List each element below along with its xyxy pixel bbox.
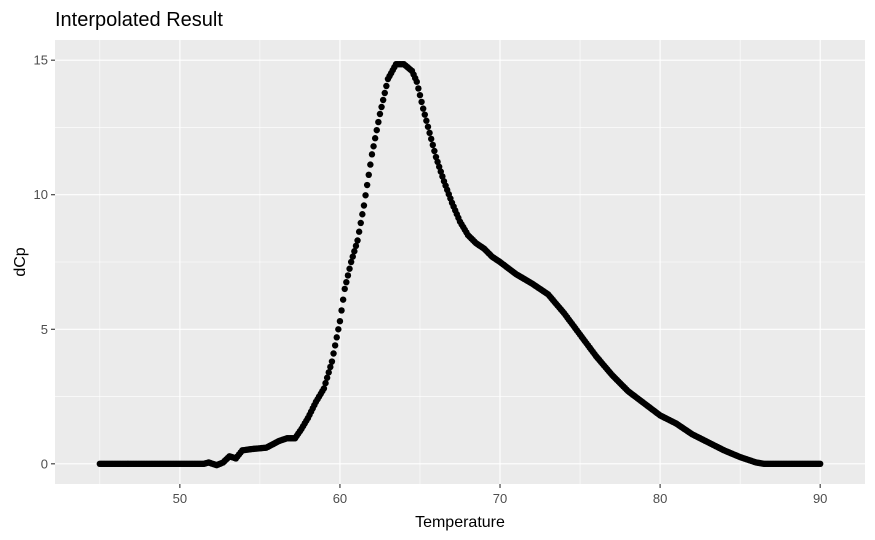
chart-title: Interpolated Result [55,9,223,31]
data-point [352,242,360,250]
data-point [320,385,328,392]
data-point [381,89,388,97]
y-tick-label: 0 [41,456,48,471]
data-point [418,98,425,106]
data-point [322,379,329,387]
data-point [336,318,344,325]
data-point [360,202,368,209]
data-point [432,153,440,161]
data-point [359,211,366,218]
y-tick-label: 10 [34,187,48,202]
data-point [338,307,345,314]
data-point [423,117,430,124]
data-point [327,363,334,371]
y-tick-label: 15 [34,53,48,68]
data-point [330,350,337,357]
data-point [376,110,384,118]
data-point [375,118,382,126]
x-tick-label: 70 [493,491,507,506]
data-point [816,460,824,468]
x-tick-label: 80 [653,491,667,506]
data-point [363,181,371,189]
x-tick-label: 60 [333,491,347,506]
data-point [421,111,428,118]
data-point [416,91,424,99]
data-point [424,123,432,130]
data-point [371,135,379,142]
data-point [333,334,340,341]
data-point [335,326,342,333]
data-point [349,253,356,260]
data-point [343,278,350,286]
data-point [383,82,390,90]
data-points [96,61,824,469]
data-point [419,105,427,112]
axis-ticks: 50 60 70 80 90 0 5 10 15 [34,53,828,506]
data-point [370,143,377,150]
data-point [328,358,336,365]
data-point [435,163,443,170]
data-point [365,171,372,179]
x-tick-label: 90 [813,491,827,506]
data-point [437,168,444,175]
data-point [413,78,420,85]
data-point [346,265,353,272]
data-point [331,342,339,349]
x-tick-label: 50 [173,491,187,506]
y-axis-title: dCp [12,247,29,276]
data-point [429,141,436,149]
data-point [347,258,355,266]
data-point [368,151,376,158]
data-point [367,161,374,168]
data-point [357,219,364,227]
data-point [373,126,380,134]
data-point [415,85,422,92]
data-point [362,192,369,199]
data-point [431,147,438,155]
data-point [439,173,446,180]
data-point [351,248,358,255]
data-point [378,103,385,111]
data-point [341,285,348,293]
data-point [426,129,433,137]
data-point [427,135,435,143]
data-point [323,374,331,381]
x-axis-title: Temperature [415,514,505,531]
data-point [325,369,332,376]
data-point [339,296,347,303]
data-point [379,96,387,104]
data-point [344,272,352,279]
data-point [355,228,363,235]
data-point [354,237,361,244]
y-tick-label: 5 [41,322,48,337]
data-point [434,158,441,166]
